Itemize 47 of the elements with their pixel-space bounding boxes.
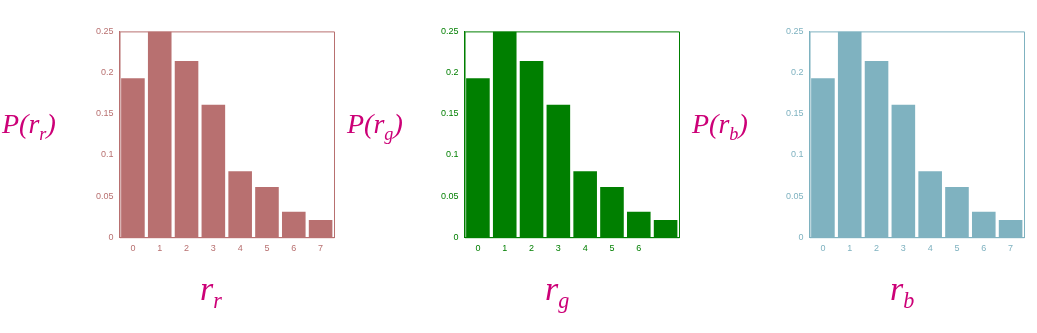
x-tick-label: 5 bbox=[609, 243, 615, 254]
y-tick-label: 0 bbox=[798, 231, 804, 242]
x-tick-label: 6 bbox=[291, 243, 297, 254]
y-tick-label: 0.1 bbox=[101, 149, 114, 160]
y-tick-label: 0.05 bbox=[785, 190, 804, 201]
x-tick-label: 0 bbox=[130, 243, 136, 254]
x-tick-label: 1 bbox=[502, 243, 508, 254]
y-tick-label: 0.15 bbox=[785, 108, 804, 119]
x-tick-label: 7 bbox=[318, 243, 324, 254]
y-tick-label: 0.2 bbox=[791, 67, 804, 78]
y-tick-label: 0.2 bbox=[446, 67, 459, 78]
y-tick-label: 0.05 bbox=[440, 190, 459, 201]
y-axis-title: P(r$_{g}$) bbox=[347, 108, 403, 145]
y-tick-label: 0.2 bbox=[101, 67, 114, 78]
x-tick-label: 4 bbox=[237, 243, 243, 254]
x-axis-title: r$_{g}$ bbox=[545, 270, 570, 314]
x-axis-title: r$_{r}$ bbox=[200, 270, 222, 314]
x-tick-label: 1 bbox=[157, 243, 163, 254]
y-tick-label: 0 bbox=[453, 231, 459, 242]
x-tick-label: 7 bbox=[1008, 243, 1014, 254]
x-axis-title: r$_{b}$ bbox=[890, 270, 915, 314]
x-tick-label: 2 bbox=[529, 243, 535, 254]
x-tick-label: 3 bbox=[210, 243, 216, 254]
y-tick-label: 0.15 bbox=[95, 108, 114, 119]
y-axis-title: P(r$_{b}$) bbox=[692, 108, 748, 145]
y-tick-label: 0.15 bbox=[440, 108, 459, 119]
x-tick-label: 4 bbox=[582, 243, 588, 254]
x-tick-label: 3 bbox=[900, 243, 906, 254]
x-tick-label: 6 bbox=[636, 243, 642, 254]
x-tick-label: 4 bbox=[927, 243, 933, 254]
y-tick-label: 0.1 bbox=[791, 149, 804, 160]
x-tick-label: 2 bbox=[874, 243, 880, 254]
x-tick-label: 5 bbox=[954, 243, 960, 254]
y-tick-label: 0.25 bbox=[785, 25, 804, 36]
y-tick-label: 0.1 bbox=[446, 149, 459, 160]
x-tick-label: 0 bbox=[475, 243, 481, 254]
x-tick-label: 0 bbox=[820, 243, 826, 254]
x-tick-label: 6 bbox=[981, 243, 987, 254]
y-tick-label: 0.05 bbox=[95, 190, 114, 201]
y-tick-label: 0 bbox=[108, 231, 114, 242]
x-tick-label: 2 bbox=[184, 243, 190, 254]
x-tick-label: 3 bbox=[555, 243, 561, 254]
x-tick-label: 5 bbox=[264, 243, 270, 254]
y-axis-title: P(r$_{r}$) bbox=[2, 108, 56, 145]
y-tick-label: 0.25 bbox=[440, 25, 459, 36]
x-tick-label: 1 bbox=[847, 243, 853, 254]
y-tick-label: 0.25 bbox=[95, 25, 114, 36]
